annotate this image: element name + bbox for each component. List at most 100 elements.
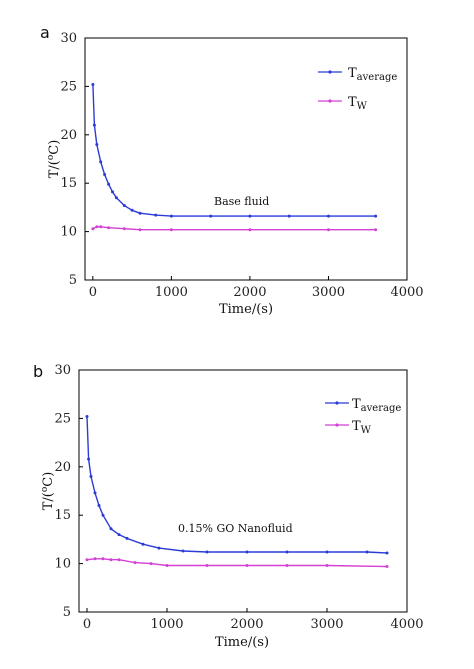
data-point-w-b [165,564,169,567]
series-line-w-a [92,226,376,231]
x-tick-label-a: 0 [89,285,97,300]
data-point-average-b [125,536,129,540]
data-point-average-b [325,550,329,554]
x-tick-label-b: 3000 [310,617,343,632]
data-point-w-b [245,564,249,567]
data-point-w-b [93,557,97,561]
plot-frame-b [78,369,408,613]
data-point-average-b [141,542,145,546]
data-point-average-a [99,160,103,164]
legend-a: Taverage TW [318,66,397,112]
data-point-w-a [95,225,99,229]
legend-marker-w-b [335,423,339,427]
y-tick-label-a: 25 [60,79,77,94]
data-point-w-a [99,225,103,229]
data-point-average-a [91,83,95,86]
x-tick-label-a: 1000 [155,285,188,300]
x-axis-title-a: Time/(s) [219,302,273,317]
data-point-average-a [138,211,142,215]
data-point-w-a [248,228,252,232]
data-point-w-b [85,558,89,562]
data-point-w-a [374,228,378,232]
legend-label-w-b: TW [352,419,372,436]
data-point-average-a [248,214,252,218]
data-point-average-b [285,550,289,554]
data-point-w-a [91,227,95,231]
data-point-w-a [122,227,126,231]
x-tick-label-a: 3000 [312,285,345,300]
y-tick-label-b: 5 [63,605,71,620]
y-tick-label-a: 5 [69,273,77,288]
data-point-w-b [325,564,329,567]
legend-label-average-a: Taverage [348,66,397,83]
data-point-average-b [97,504,101,507]
data-point-average-a [130,208,134,212]
data-point-average-a [327,214,330,218]
data-point-average-b [109,527,113,531]
legend-marker-w-a [328,99,332,103]
data-point-w-b [117,558,121,562]
data-point-average-a [103,173,107,176]
legend-b: Taverage TW [325,397,401,436]
data-point-average-a [209,214,213,218]
legend-marker-average-b [335,401,339,405]
legend-label-average-b: Taverage [352,397,401,414]
data-point-average-a [122,204,126,207]
panel-label-a: a [40,23,50,42]
data-point-average-a [154,213,158,217]
data-point-average-b [365,550,369,554]
data-point-average-b [85,415,89,418]
data-point-average-b [101,513,105,517]
data-point-w-b [101,557,105,561]
data-point-w-b [149,562,153,566]
plot-frame-a [84,37,408,281]
marks-b [85,415,389,568]
x-tick-label-b: 2000 [230,617,263,632]
y-tick-label-b: 30 [54,363,71,378]
data-point-average-a [95,143,99,146]
y-tick-label-b: 20 [54,460,71,475]
data-point-w-a [107,226,111,230]
y-tick-label-a: 10 [60,225,77,240]
data-point-average-b [385,551,389,555]
data-point-average-a [287,214,291,218]
annotation-a: Base fluid [214,195,269,208]
y-tick-label-a: 20 [60,128,77,143]
legend-marker-average-a [328,70,332,74]
x-tick-label-b: 0 [83,617,91,632]
data-point-average-b [89,475,93,478]
y-axis-title-a: T/(oC) [46,140,62,179]
data-point-w-a [138,228,142,232]
data-point-w-a [169,228,173,232]
data-point-average-a [374,214,378,218]
x-tick-label-a: 2000 [233,285,266,300]
data-point-average-b [205,550,209,554]
data-point-average-a [114,196,118,200]
data-point-average-a [107,182,111,186]
data-point-average-b [245,550,249,554]
series-line-w-b [86,558,388,568]
y-tick-label-b: 25 [54,411,71,426]
x-tick-label-b: 4000 [390,617,423,632]
data-point-average-b [87,457,91,461]
data-point-w-b [285,564,289,567]
annotation-b: 0.15% GO Nanofluid [178,522,293,535]
legend-label-w-a: TW [348,95,368,112]
data-point-w-b [109,558,113,562]
data-point-w-b [133,561,137,565]
series-line-average-a [92,84,376,217]
data-point-w-a [327,228,330,232]
series-line-average-b [86,416,388,554]
y-tick-label-a: 15 [60,176,77,191]
y-tick-label-b: 15 [54,508,71,523]
y-axis-title-b: T/(oC) [40,472,56,511]
x-axis-title-b: Time/(s) [215,635,269,650]
data-point-average-a [169,214,173,218]
data-point-average-b [157,546,161,550]
data-point-average-b [93,491,97,495]
data-point-average-b [117,533,121,537]
data-point-w-b [385,565,389,568]
